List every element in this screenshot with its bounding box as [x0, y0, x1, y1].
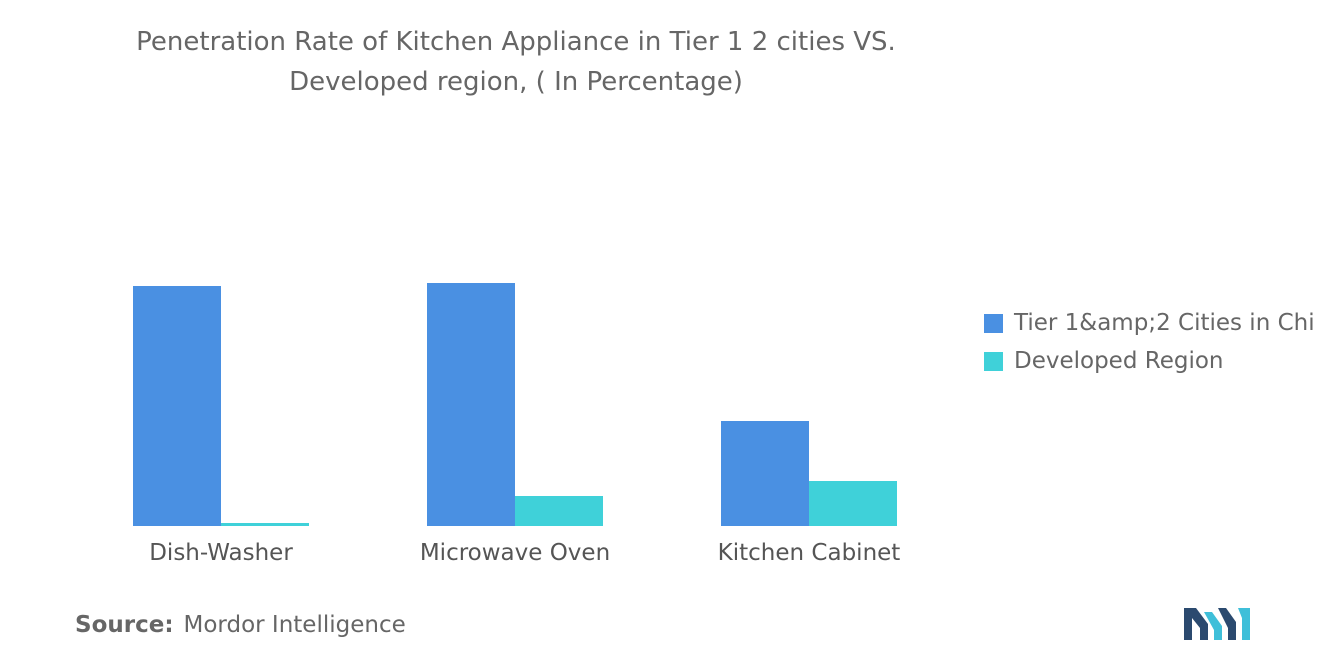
x-tick-label: Kitchen Cabinet	[718, 540, 901, 566]
legend-item-tier-cities: Tier 1&amp;2 Cities in Chi	[984, 304, 1315, 342]
bar-developed-region-dish-washer	[221, 523, 309, 526]
legend-item-developed-region: Developed Region	[984, 342, 1315, 380]
source-note: Source: Mordor Intelligence	[75, 612, 406, 638]
chart-title-line-1: Penetration Rate of Kitchen Appliance in…	[136, 27, 896, 57]
source-value: Mordor Intelligence	[183, 612, 406, 638]
legend-label-developed-region: Developed Region	[1014, 348, 1224, 374]
chart-title-line-2: Developed region, ( In Percentage)	[289, 67, 743, 97]
chart-title: Penetration Rate of Kitchen Appliance in…	[0, 22, 1032, 102]
legend-label-tier-cities: Tier 1&amp;2 Cities in Chi	[1014, 310, 1315, 336]
legend-swatch-tier-cities	[984, 313, 1003, 333]
mordor-intelligence-logo	[1184, 608, 1250, 640]
x-tick-label: Microwave Oven	[420, 540, 610, 566]
legend-swatch-developed-region	[984, 351, 1003, 371]
x-tick-label: Dish-Washer	[149, 540, 293, 566]
bar-tier-cities-microwave-oven	[427, 283, 515, 526]
chart-legend: Tier 1&amp;2 Cities in Chi Developed Reg…	[984, 304, 1315, 380]
bar-developed-region-kitchen-cabinet	[809, 481, 897, 526]
bar-developed-region-microwave-oven	[515, 496, 603, 526]
source-label: Source:	[75, 612, 174, 638]
bar-tier-cities-dish-washer	[133, 286, 221, 526]
bar-tier-cities-kitchen-cabinet	[721, 421, 809, 526]
